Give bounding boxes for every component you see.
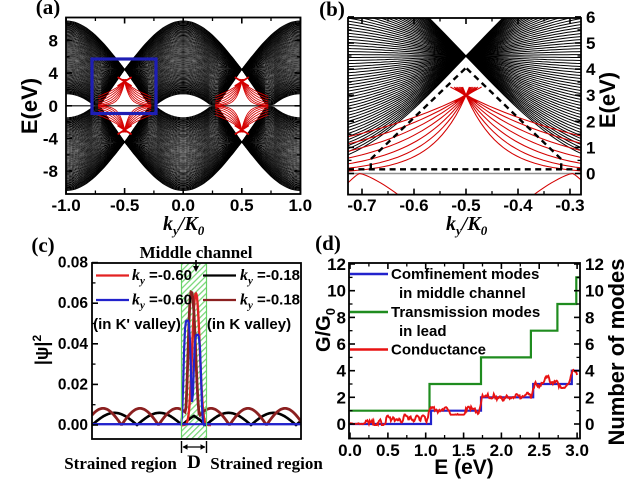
- svg-text:-0.5: -0.5: [451, 196, 480, 215]
- svg-text:12: 12: [585, 255, 604, 274]
- svg-text:-4: -4: [43, 129, 59, 148]
- svg-text:(a): (a): [36, 0, 61, 19]
- svg-text:ky =-0.18: ky =-0.18: [240, 292, 300, 312]
- svg-text:in lead: in lead: [399, 323, 447, 340]
- svg-text:-0.4: -0.4: [503, 196, 533, 215]
- svg-text:(in K valley): (in K valley): [207, 316, 291, 333]
- svg-text:0.0: 0.0: [338, 441, 362, 460]
- svg-text:G/G0: G/G0: [313, 308, 338, 352]
- svg-text:(c): (c): [31, 233, 54, 257]
- svg-text:6: 6: [585, 335, 594, 354]
- svg-text:0: 0: [337, 415, 346, 434]
- svg-text:10: 10: [327, 282, 346, 301]
- svg-text:Transmission modes: Transmission modes: [391, 304, 540, 321]
- svg-text:ky/K0: ky/K0: [446, 213, 488, 238]
- svg-text:8: 8: [49, 31, 58, 50]
- svg-text:Strained region: Strained region: [64, 454, 177, 473]
- svg-text:0.04: 0.04: [58, 336, 89, 353]
- svg-text:4: 4: [337, 362, 347, 381]
- svg-text:Strained region: Strained region: [210, 454, 323, 473]
- svg-text:ky/K0: ky/K0: [163, 213, 205, 238]
- svg-text:1.0: 1.0: [414, 441, 438, 460]
- svg-text:4: 4: [49, 64, 59, 83]
- svg-text:E(eV): E(eV): [17, 78, 42, 134]
- svg-text:6: 6: [586, 8, 595, 27]
- svg-text:E (eV): E (eV): [434, 456, 494, 479]
- svg-text:12: 12: [327, 255, 346, 274]
- svg-text:-0.5: -0.5: [110, 196, 139, 215]
- svg-text:0.0: 0.0: [171, 196, 195, 215]
- svg-text:Conductance: Conductance: [391, 342, 486, 359]
- svg-text:-0.6: -0.6: [399, 196, 428, 215]
- svg-text:0.06: 0.06: [58, 295, 89, 312]
- svg-text:10: 10: [585, 282, 604, 301]
- svg-text:3: 3: [586, 86, 595, 105]
- svg-text:1: 1: [586, 138, 595, 157]
- svg-text:-1.0: -1.0: [51, 196, 80, 215]
- svg-text:0.5: 0.5: [376, 441, 400, 460]
- svg-text:(d): (d): [315, 231, 341, 255]
- svg-text:ky =-0.18: ky =-0.18: [240, 267, 300, 287]
- svg-text:-8: -8: [43, 162, 58, 181]
- svg-text:0.02: 0.02: [58, 376, 88, 393]
- svg-text:(in K' valley): (in K' valley): [93, 316, 181, 333]
- svg-text:-0.7: -0.7: [347, 196, 376, 215]
- svg-text:in middle channel: in middle channel: [399, 285, 526, 302]
- svg-text:5: 5: [586, 34, 595, 53]
- svg-text:6: 6: [337, 335, 346, 354]
- svg-text:8: 8: [337, 308, 346, 327]
- svg-text:2: 2: [585, 388, 594, 407]
- svg-text:-0.3: -0.3: [555, 196, 584, 215]
- svg-text:3.0: 3.0: [565, 441, 589, 460]
- svg-text:4: 4: [586, 60, 596, 79]
- svg-text:1.5: 1.5: [452, 441, 476, 460]
- svg-text:2.5: 2.5: [527, 441, 551, 460]
- svg-text:0: 0: [49, 97, 58, 116]
- svg-text:|ψ|2: |ψ|2: [30, 335, 52, 366]
- svg-text:(b): (b): [319, 0, 345, 21]
- svg-text:2: 2: [586, 112, 595, 131]
- svg-text:8: 8: [585, 308, 594, 327]
- svg-text:0: 0: [586, 165, 595, 184]
- svg-text:1.0: 1.0: [288, 196, 312, 215]
- svg-text:D: D: [187, 452, 201, 473]
- svg-text:ky =-0.60: ky =-0.60: [132, 292, 192, 312]
- svg-text:E(eV): E(eV): [595, 72, 620, 128]
- svg-text:2: 2: [337, 388, 346, 407]
- svg-text:2.0: 2.0: [490, 441, 514, 460]
- svg-text:4: 4: [585, 362, 595, 381]
- svg-text:0.5: 0.5: [230, 196, 254, 215]
- svg-text:0: 0: [585, 415, 594, 434]
- svg-text:ky =-0.60: ky =-0.60: [132, 267, 192, 287]
- svg-text:Number of modes: Number of modes: [604, 258, 629, 445]
- svg-text:0.00: 0.00: [58, 417, 88, 434]
- svg-text:Comfinement modes: Comfinement modes: [391, 266, 539, 283]
- svg-text:0.08: 0.08: [58, 255, 89, 272]
- svg-text:Middle channel: Middle channel: [140, 243, 253, 262]
